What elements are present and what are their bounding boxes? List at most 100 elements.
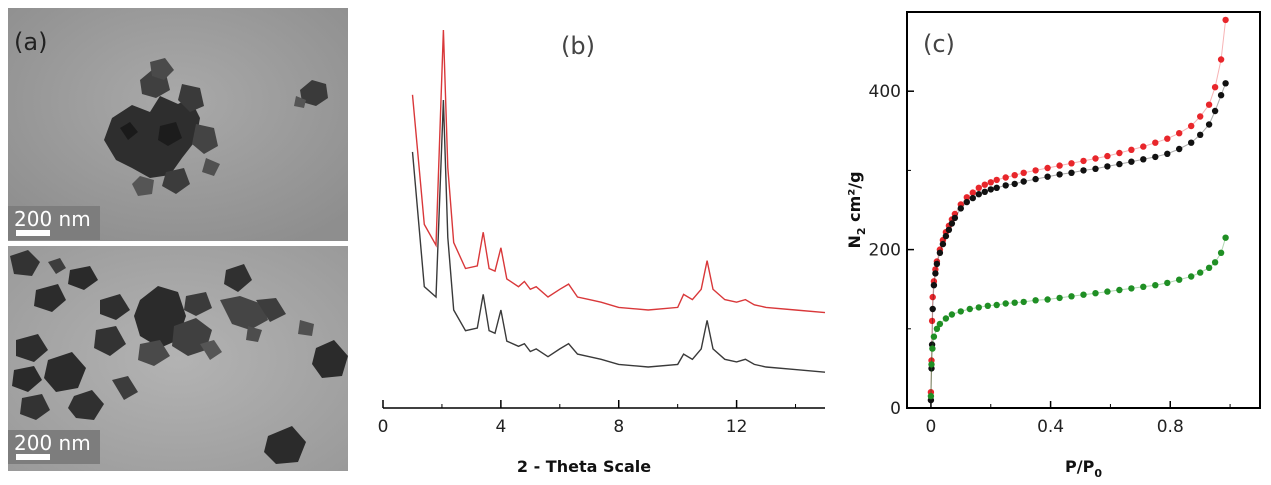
point-red xyxy=(1205,101,1213,108)
point-red xyxy=(1176,130,1183,137)
point-red xyxy=(1032,167,1039,174)
point-black xyxy=(969,194,976,202)
panel-b-chart: (b) 0 4 8 12 2 - Theta Scale xyxy=(360,0,840,481)
x-tick-label-1: 4 xyxy=(495,417,506,437)
scalebar-bottom-label: 200 nm xyxy=(14,431,91,455)
point-black xyxy=(1197,131,1204,138)
scalebar-top-label: 200 nm xyxy=(14,207,91,231)
axis-ticks: 0 0.4 0.8 0 200 400 xyxy=(869,82,1231,437)
point-black xyxy=(993,184,1000,191)
point-black xyxy=(1205,121,1213,128)
point-green xyxy=(975,304,982,311)
point-green xyxy=(928,361,935,368)
point-red xyxy=(1140,143,1147,150)
series-line-red xyxy=(930,19,1227,393)
point-green xyxy=(933,325,941,332)
point-green xyxy=(1011,299,1018,306)
point-black xyxy=(933,260,941,268)
point-red xyxy=(1056,162,1063,169)
point-green xyxy=(942,315,950,322)
scalebar-bottom xyxy=(16,454,50,460)
point-black xyxy=(1152,153,1159,161)
point-green xyxy=(1217,249,1225,256)
point-red xyxy=(1068,160,1075,167)
point-black xyxy=(1222,80,1229,87)
particles-bottom xyxy=(10,250,348,464)
point-black xyxy=(945,226,953,233)
point-black xyxy=(1116,160,1123,168)
point-black xyxy=(957,205,964,212)
x-tick-label-2: 0.8 xyxy=(1157,417,1184,437)
panel-b-label: (b) xyxy=(561,32,595,60)
point-green xyxy=(1068,293,1075,300)
point-black xyxy=(1128,158,1135,165)
point-green xyxy=(957,308,964,315)
x-tick-label-3: 12 xyxy=(726,417,748,437)
isotherm-chart: (c) 0 0.4 0.8 0 200 400 P/P0 N2 cm²/g xyxy=(845,11,1261,480)
point-green xyxy=(1222,234,1229,241)
x-ticks: 0 4 8 12 xyxy=(378,400,797,437)
y-tick-label-2: 400 xyxy=(869,82,901,102)
series-group xyxy=(927,16,1229,404)
x-axis-label: P/P0 xyxy=(1065,457,1102,480)
point-black xyxy=(936,249,944,256)
point-red xyxy=(1188,122,1195,130)
point-red xyxy=(1080,157,1087,165)
point-red xyxy=(1020,169,1027,176)
point-red xyxy=(993,176,1000,184)
scalebar-top xyxy=(16,230,50,236)
point-black xyxy=(981,188,988,195)
point-green xyxy=(1056,294,1063,302)
point-black xyxy=(948,220,956,227)
point-black xyxy=(987,186,994,193)
point-black xyxy=(929,305,936,313)
series-line-lower xyxy=(411,99,826,373)
point-black xyxy=(1020,178,1027,185)
point-red xyxy=(963,194,970,201)
point-red xyxy=(1104,152,1111,160)
point-red xyxy=(929,293,936,301)
point-green xyxy=(1140,283,1147,290)
point-black xyxy=(1080,167,1087,174)
y-tick-label-1: 200 xyxy=(869,241,901,261)
point-black xyxy=(1011,180,1018,188)
point-red xyxy=(1164,135,1171,142)
x-tick-label-0: 0 xyxy=(378,417,389,437)
point-green xyxy=(1128,285,1135,292)
point-green xyxy=(930,333,938,340)
tem-images: 200 nm (a) xyxy=(8,8,348,471)
point-black xyxy=(1211,107,1219,115)
point-red xyxy=(1211,84,1219,91)
point-red xyxy=(1222,16,1229,24)
point-black xyxy=(963,198,970,206)
point-green xyxy=(929,345,936,352)
panel-a-label: (a) xyxy=(14,28,47,56)
point-green xyxy=(936,320,944,328)
point-red xyxy=(1197,113,1204,120)
point-green xyxy=(1020,298,1027,306)
point-red xyxy=(975,184,982,191)
series-group xyxy=(411,29,826,373)
x-tick-label-2: 8 xyxy=(613,417,624,437)
point-green xyxy=(1032,297,1039,304)
point-black xyxy=(975,191,982,198)
point-green xyxy=(1104,288,1111,295)
point-green xyxy=(1116,286,1123,294)
point-green xyxy=(1044,296,1051,303)
x-tick-label-1: 0.4 xyxy=(1037,417,1064,437)
point-green xyxy=(1002,300,1009,307)
point-green xyxy=(1197,269,1204,276)
point-black xyxy=(1068,169,1075,176)
point-red xyxy=(1011,172,1018,179)
point-green xyxy=(1176,276,1183,283)
point-green xyxy=(1080,291,1087,298)
point-red xyxy=(1116,149,1123,157)
series-line-green xyxy=(930,237,1227,397)
plot-frame xyxy=(906,11,1261,409)
point-black xyxy=(1188,139,1195,146)
point-black xyxy=(1176,145,1183,153)
particle-small-top xyxy=(294,80,328,108)
point-black xyxy=(951,214,959,222)
point-red xyxy=(1128,146,1135,153)
point-black xyxy=(1002,182,1009,189)
